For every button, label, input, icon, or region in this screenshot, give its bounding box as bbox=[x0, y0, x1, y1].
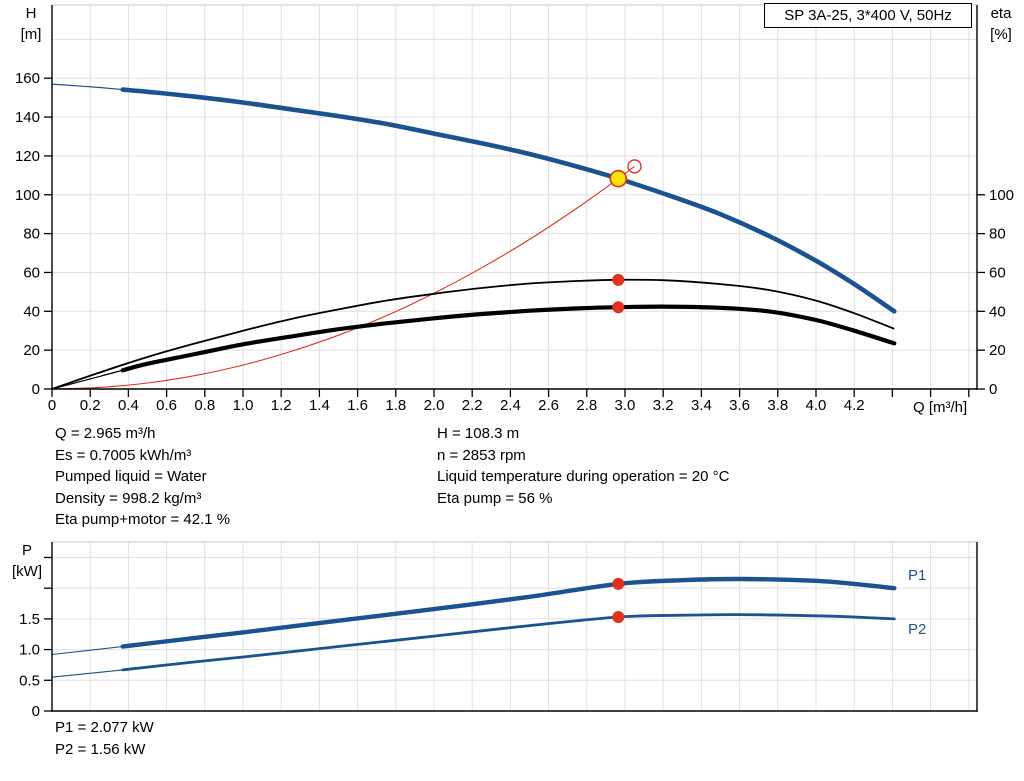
x-tick-label: 3.2 bbox=[653, 397, 674, 414]
operating-data-right-block: H = 108.3 m n = 2853 rpm Liquid temperat… bbox=[437, 423, 729, 509]
y-tick-label-left: 60 bbox=[23, 264, 40, 281]
power-axis-title: P [kW] bbox=[4, 540, 50, 582]
operating-point bbox=[609, 169, 628, 188]
p2-curve bbox=[121, 613, 896, 672]
y-tick-label-right: 80 bbox=[989, 226, 1006, 243]
left-axis-title: H [m] bbox=[10, 3, 52, 45]
x-tick-label: 1.8 bbox=[385, 397, 406, 414]
x-tick-label: 1.4 bbox=[309, 397, 330, 414]
x-tick-label: 1.0 bbox=[233, 397, 254, 414]
x-axis-title: Q [m³/h] bbox=[913, 399, 968, 416]
info-line-p2: P2 = 1.56 kW bbox=[55, 740, 146, 758]
y-tick-label-left: 0.5 bbox=[19, 672, 40, 689]
series-label-p1: P1 bbox=[908, 567, 927, 584]
eta-axis-unit: [%] bbox=[990, 26, 1012, 43]
qh-curve-thin bbox=[51, 83, 895, 312]
x-tick-label: 0.4 bbox=[118, 397, 139, 414]
h-axis-unit: [m] bbox=[20, 26, 42, 43]
x-tick-label: 2.8 bbox=[576, 397, 597, 414]
power-data-block: P1 = 2.077 kW P2 = 1.56 kW bbox=[55, 717, 154, 760]
x-tick-label: 2.0 bbox=[424, 397, 445, 414]
x-tick-label: 2.4 bbox=[500, 397, 521, 414]
eta-pump-point bbox=[612, 273, 625, 286]
system-curve-thin bbox=[51, 165, 635, 390]
p-axis-unit: [kW] bbox=[12, 563, 42, 580]
y-tick-label-right: 20 bbox=[989, 342, 1006, 359]
p2-curve-thin bbox=[51, 614, 895, 678]
y-tick-label-left: 1.5 bbox=[19, 611, 40, 628]
p1-point bbox=[612, 577, 625, 590]
p2-point bbox=[612, 611, 625, 624]
info-line-n: n = 2853 rpm bbox=[437, 446, 526, 464]
y-tick-label-right: 60 bbox=[989, 264, 1006, 281]
p1-curve bbox=[120, 576, 897, 649]
x-tick-label: 0.6 bbox=[156, 397, 177, 414]
right-axis-title: eta [%] bbox=[980, 3, 1022, 45]
p-axis-symbol: P bbox=[21, 542, 32, 559]
x-tick-label: 4.0 bbox=[806, 397, 827, 414]
y-tick-label-left: 40 bbox=[23, 303, 40, 320]
h-axis-symbol: H bbox=[25, 5, 37, 22]
x-tick-label: 2.6 bbox=[538, 397, 559, 414]
y-tick-label-left: 140 bbox=[15, 109, 40, 126]
x-tick-label: 3.0 bbox=[615, 397, 636, 414]
qh-eta-chart: 0 0.2 0.4 0.6 0.8 1.0 1.2 1.4 1.6 1.8 2.0 2.2 2.4 2.6… bbox=[15, 4, 1014, 414]
x-tick-label: 4.2 bbox=[844, 397, 865, 414]
y-tick-label-left: 0 bbox=[32, 703, 40, 720]
x-tick-label: 0.8 bbox=[194, 397, 215, 414]
x-tick-label: 0 bbox=[48, 397, 56, 414]
x-tick-label: 0.2 bbox=[80, 397, 101, 414]
eta-pump-plus-motor bbox=[120, 304, 897, 373]
y-tick-label-left: 160 bbox=[15, 70, 40, 87]
y-tick-label-right: 40 bbox=[989, 303, 1006, 320]
x-tick-label: 3.4 bbox=[691, 397, 712, 414]
power-chart: 0 0.5 1.0 1.5 bbox=[19, 541, 978, 720]
y-tick-label-left: 120 bbox=[15, 148, 40, 165]
info-line-es: Es = 0.7005 kWh/m³ bbox=[55, 446, 192, 464]
info-line-eta-pump: Eta pump = 56 % bbox=[437, 489, 553, 507]
y-tick-label-right: 0 bbox=[989, 381, 997, 398]
info-line-p1: P1 = 2.077 kW bbox=[55, 719, 154, 736]
y-tick-label-left: 0 bbox=[32, 381, 40, 398]
y-tick-label-left: 80 bbox=[23, 226, 40, 243]
eta-axis-symbol: eta bbox=[990, 5, 1012, 22]
info-line-density: Density = 998.2 kg/m³ bbox=[55, 489, 202, 507]
info-line-q: Q = 2.965 m³/h bbox=[55, 425, 156, 442]
info-line-liquid: Pumped liquid = Water bbox=[55, 468, 207, 485]
info-line-temp: Liquid temperature during operation = 20… bbox=[437, 468, 730, 485]
pump-title-box: SP 3A-25, 3*400 V, 50Hz bbox=[764, 3, 972, 28]
y-tick-label-left: 20 bbox=[23, 342, 40, 359]
y-tick-label-left: 1.0 bbox=[19, 642, 40, 659]
x-tick-label: 2.2 bbox=[462, 397, 483, 414]
duty-point bbox=[627, 159, 642, 174]
p1-curve-thin bbox=[51, 578, 895, 656]
operating-data-left-block: Q = 2.965 m³/h Es = 0.7005 kWh/m³ Pumped… bbox=[55, 423, 230, 531]
x-tick-label: 1.2 bbox=[271, 397, 292, 414]
series-label-p2: P2 bbox=[908, 621, 927, 638]
info-line-eta-total: Eta pump+motor = 42.1 % bbox=[55, 511, 231, 528]
y-tick-label-left: 100 bbox=[15, 187, 40, 204]
eta-pump-thin bbox=[51, 278, 895, 390]
info-line-h: H = 108.3 m bbox=[437, 425, 520, 442]
qh-curve bbox=[120, 87, 897, 314]
y-tick-label-right: 100 bbox=[989, 187, 1014, 204]
x-tick-label: 3.8 bbox=[767, 397, 788, 414]
eta-pump-motor-point bbox=[612, 301, 625, 314]
x-tick-label: 1.6 bbox=[347, 397, 368, 414]
x-tick-label: 3.6 bbox=[729, 397, 750, 414]
